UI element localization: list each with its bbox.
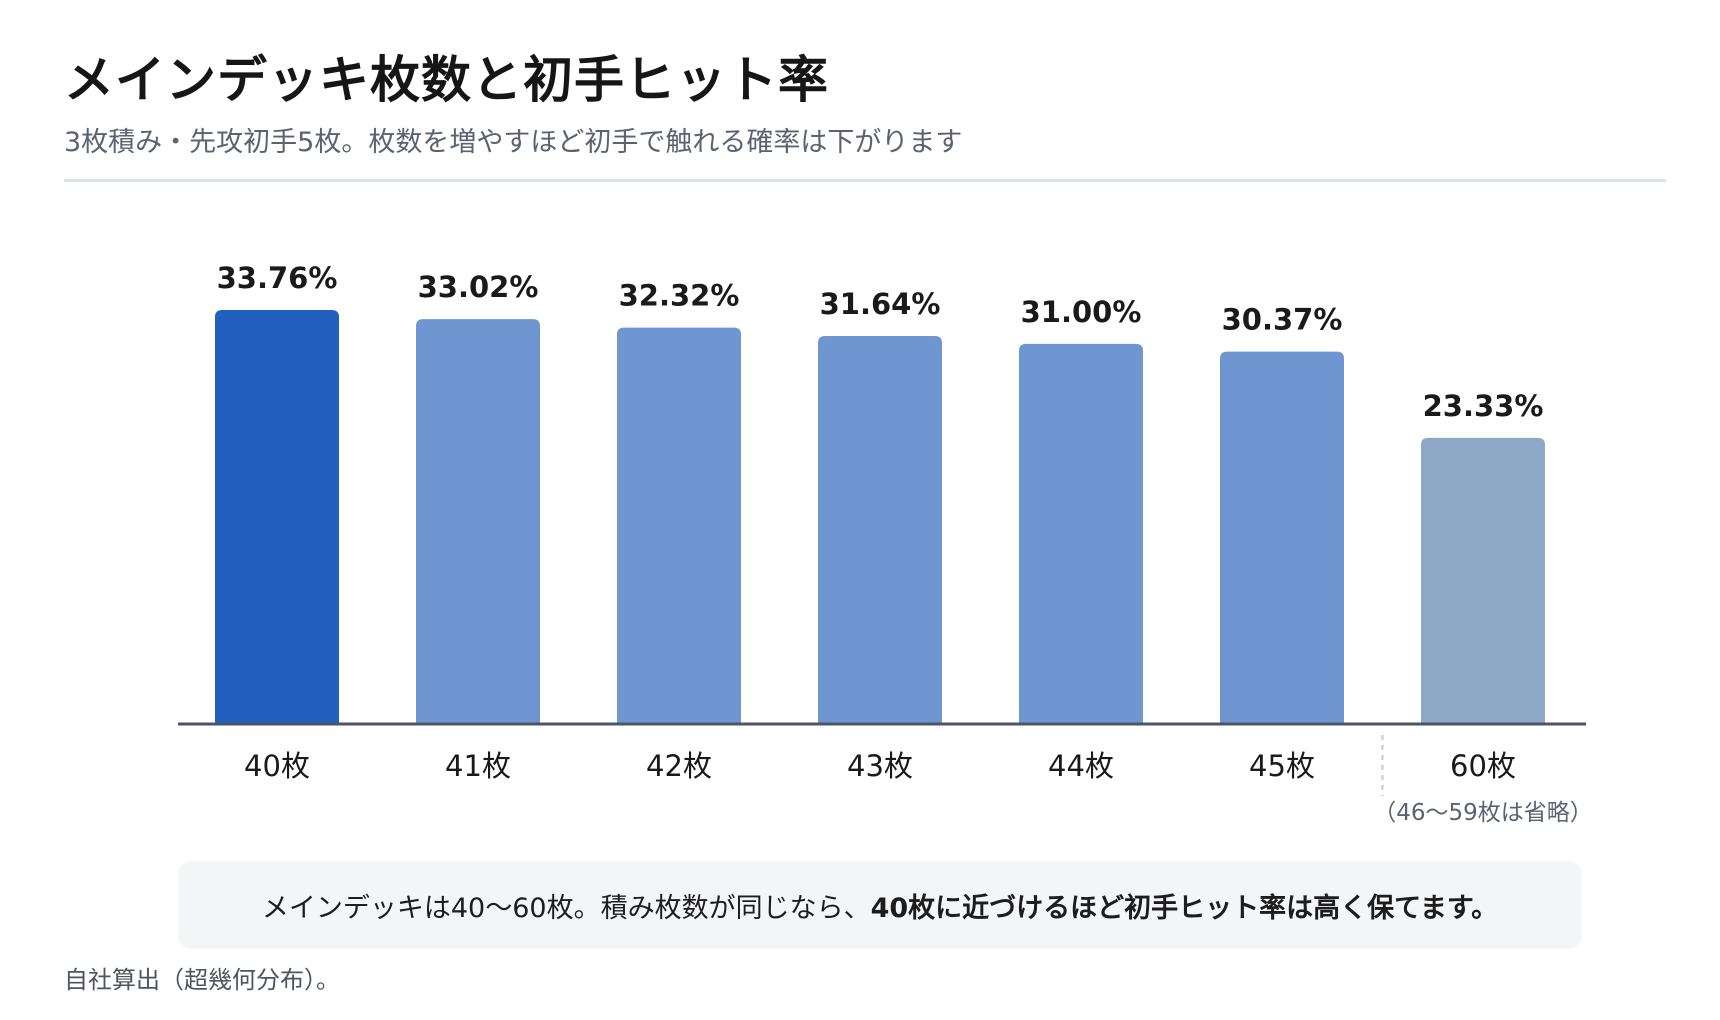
value-label-3: 32.32% — [619, 279, 740, 313]
category-label-4: 43枚 — [847, 749, 913, 783]
category-label-1: 40枚 — [244, 749, 310, 783]
value-label-1: 33.76% — [217, 261, 338, 295]
source-note: 自社算出（超幾何分布）。 — [64, 966, 340, 994]
takeaway-note-text: メインデッキは40〜60枚。積み枚数が同じなら、 — [261, 892, 871, 924]
bar-7 — [1421, 437, 1545, 724]
value-label-7: 23.33% — [1423, 389, 1544, 423]
takeaway-note: メインデッキは40〜60枚。積み枚数が同じなら、 40枚に近づけるほど初手ヒット率… — [178, 861, 1582, 949]
category-label-5: 44枚 — [1048, 749, 1114, 783]
chart-subtitle: 3枚積み・先攻初手5枚。枚数を増やすほど初手で触れる確率は下がります — [64, 127, 963, 158]
category-label-6: 45枚 — [1249, 749, 1315, 783]
chart-title: メインデッキ枚数と初手ヒット率 — [64, 51, 829, 109]
value-label-2: 33.02% — [418, 270, 539, 304]
bar-1 — [215, 310, 339, 724]
value-label-6: 30.37% — [1222, 303, 1343, 337]
header-divider — [64, 179, 1666, 182]
bar-3 — [617, 327, 741, 724]
bar-5 — [1019, 343, 1143, 724]
bar-4 — [818, 335, 942, 724]
value-label-5: 31.00% — [1021, 295, 1142, 329]
category-label-7: 60枚 — [1450, 749, 1516, 783]
takeaway-note-emphasis: 40枚に近づけるほど初手ヒット率は高く保てます。 — [870, 892, 1499, 924]
value-label-4: 31.64% — [820, 287, 941, 321]
bar-2 — [416, 319, 540, 724]
bar-6 — [1220, 351, 1344, 724]
category-label-3: 42枚 — [646, 749, 712, 783]
omitted-annotation: （46〜59枚は省略） — [1373, 800, 1593, 826]
category-label-2: 41枚 — [445, 749, 511, 783]
